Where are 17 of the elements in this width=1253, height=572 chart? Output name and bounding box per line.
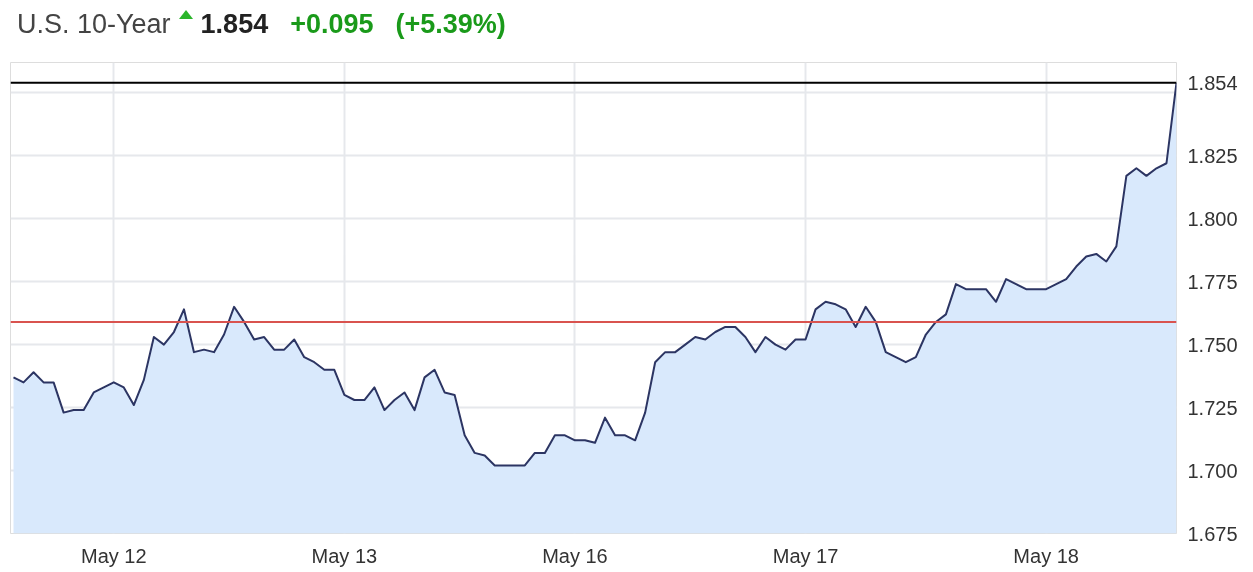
x-tick-label: May 17 [772,544,839,567]
x-tick-label: May 12 [80,544,147,567]
y-tick-label: 1.825 [1187,144,1238,167]
y-tick-label: 1.800 [1187,207,1238,230]
y-tick-label: 1.700 [1187,459,1238,482]
x-tick-label: May 13 [311,544,378,567]
chart-title: U.S. 10-Year [17,9,171,39]
text: +0.095 [290,9,374,39]
text: 1.854 [200,9,269,39]
y-tick-label: 1.675 [1187,522,1238,545]
y-tick-label: 1.775 [1187,270,1238,293]
x-tick-label: May 18 [1013,544,1079,567]
y-tick-label: 1.725 [1187,396,1238,419]
text: (+5.39%) [395,9,506,39]
ref-line-label: 1.854 [1187,71,1238,94]
x-tick-label: May 16 [542,544,608,567]
y-tick-label: 1.750 [1187,333,1238,356]
